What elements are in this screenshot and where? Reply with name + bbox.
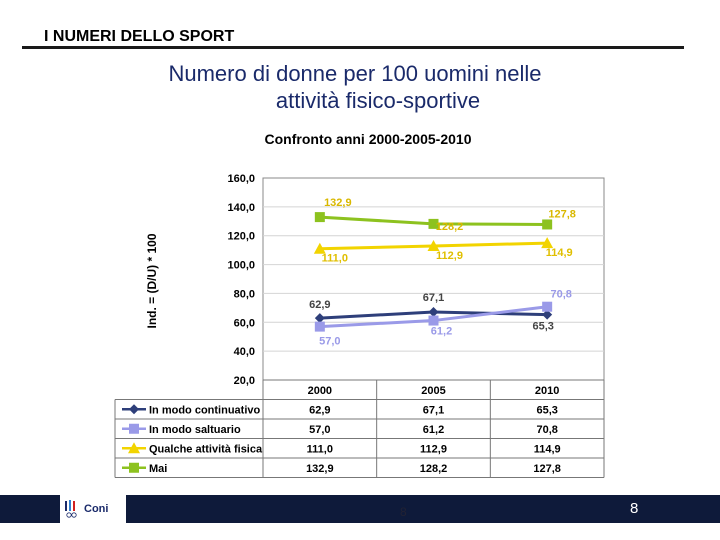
- section-title: I NUMERI DELLO SPORT: [44, 28, 235, 45]
- legend-marker: [128, 442, 140, 454]
- legend-marker: [129, 423, 139, 434]
- chart-container: Confronto anni 2000-2005-2010 160,0 140,0 1…: [110, 125, 610, 487]
- data-point: [313, 242, 326, 254]
- data-label: 57,0: [319, 336, 340, 348]
- x-tick-label: 2010: [535, 385, 559, 397]
- legend-marker: [129, 462, 139, 473]
- table-cell-value: 70,8: [536, 424, 557, 436]
- y-tick-label: 160,0: [227, 173, 255, 185]
- table-cell-value: 65,3: [536, 404, 557, 416]
- legend-label: In modo saltuario: [149, 424, 241, 436]
- x-tick-label: 2000: [308, 385, 332, 397]
- coni-logo: Coni: [60, 495, 126, 523]
- data-label: 112,9: [436, 250, 463, 262]
- slide-title-line-1: Numero di donne per 100 uomini nelle: [168, 61, 542, 86]
- table-cell-value: 61,2: [423, 424, 444, 436]
- data-point: [542, 301, 553, 312]
- data-point: [428, 307, 439, 318]
- chart-title: Confronto anni 2000-2005-2010: [265, 131, 472, 147]
- y-tick-label: 140,0: [227, 202, 255, 214]
- logo-text: Coni: [84, 503, 109, 515]
- table-cell-value: 127,8: [533, 463, 561, 475]
- data-point: [428, 218, 439, 229]
- y-tick-label: 20,0: [234, 375, 255, 387]
- slide-title-line-2: attività fisico-sportive: [275, 88, 481, 113]
- legend-label: Mai: [149, 463, 167, 475]
- data-point: [314, 321, 325, 332]
- y-tick-label: 120,0: [227, 231, 255, 243]
- table-cell-value: 132,9: [306, 463, 334, 475]
- table-cell-value: 111,0: [307, 443, 333, 455]
- y-tick-label: 80,0: [234, 288, 255, 300]
- data-label: 114,9: [546, 247, 573, 259]
- data-point: [428, 315, 439, 326]
- table-cell-value: 128,2: [420, 463, 448, 475]
- data-point: [542, 219, 553, 230]
- section-divider: [22, 46, 684, 49]
- legend-label: Qualche attività fisica: [149, 443, 263, 455]
- data-label: 132,9: [324, 197, 352, 209]
- x-tick-label: 2005: [421, 385, 445, 397]
- table-cell-value: 67,1: [423, 404, 444, 416]
- y-tick-label: 100,0: [227, 260, 255, 272]
- table-cell-value: 112,9: [420, 443, 447, 455]
- data-label: 62,9: [309, 299, 330, 311]
- data-label: 127,8: [548, 208, 576, 220]
- table-cell-value: 57,0: [309, 424, 330, 436]
- data-label: 67,1: [423, 292, 444, 304]
- plot-area: [262, 177, 605, 381]
- data-label: 65,3: [532, 321, 553, 333]
- page-number: 8: [630, 500, 639, 517]
- slide-title: Numero di donne per 100 uomini nelle att…: [0, 60, 720, 114]
- data-point: [542, 309, 553, 320]
- y-tick-label: 60,0: [234, 317, 255, 329]
- legend-marker: [129, 404, 139, 415]
- data-point: [314, 212, 325, 223]
- data-point: [427, 239, 440, 251]
- y-axis-label: Ind. = (D/U) * 100: [145, 233, 159, 328]
- data-label: 128,2: [436, 221, 464, 233]
- data-label: 111,0: [322, 253, 348, 265]
- y-tick-label: 40,0: [234, 346, 255, 358]
- data-label: 70,8: [550, 289, 571, 301]
- line-chart: Confronto anni 2000-2005-2010 160,0 140,0 1…: [114, 131, 605, 478]
- data-point: [314, 313, 325, 324]
- legend-label: In modo continuativo: [149, 404, 260, 416]
- table-cell-value: 62,9: [309, 404, 330, 416]
- table-cell-value: 114,9: [534, 443, 561, 455]
- footer-center-number: 8: [400, 505, 407, 519]
- data-label: 61,2: [431, 326, 452, 338]
- data-point: [541, 237, 554, 249]
- coni-rings-icon: [65, 500, 77, 518]
